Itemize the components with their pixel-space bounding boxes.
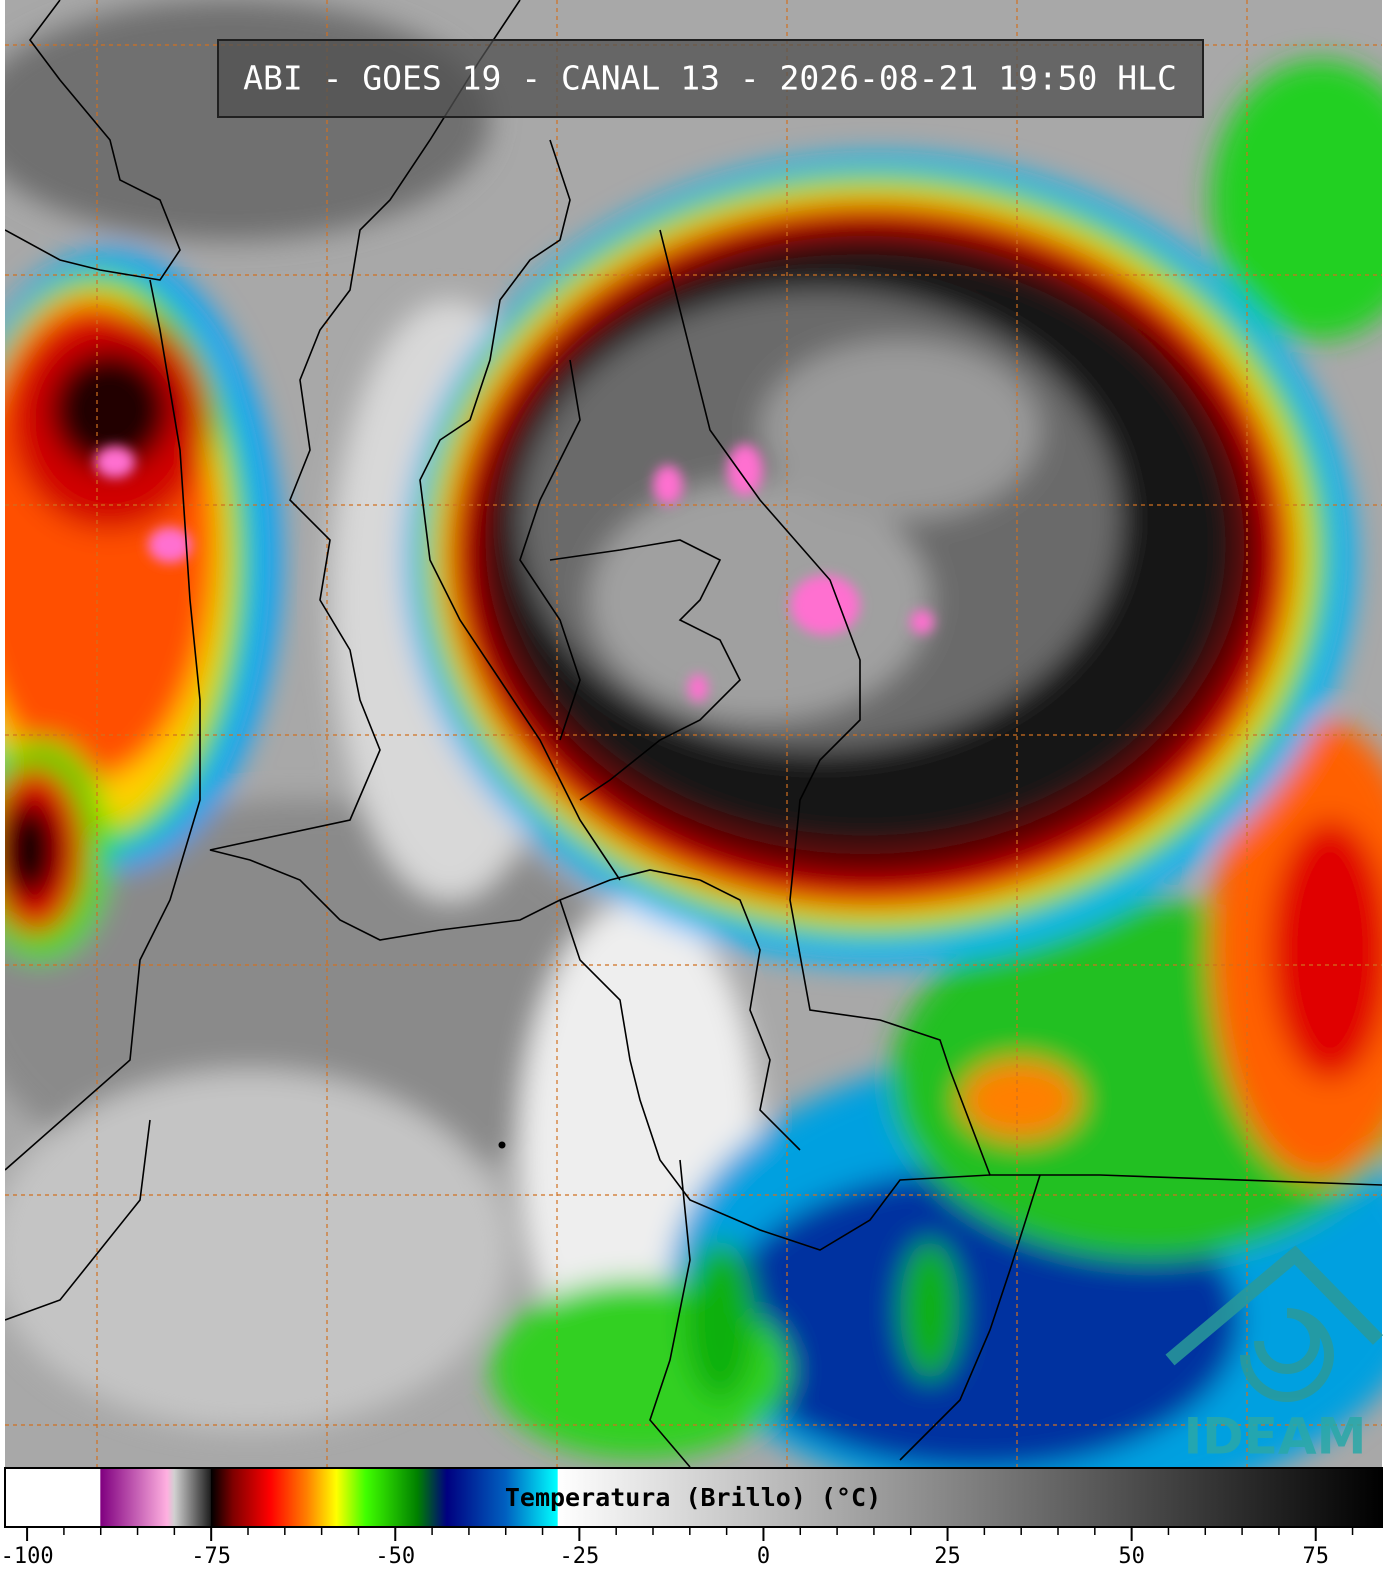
tick-label: 0 (757, 1544, 770, 1569)
tick-label: 75 (1302, 1544, 1329, 1569)
title: ABI - GOES 19 - CANAL 13 - 2026-08-21 19… (243, 59, 1177, 98)
tick-label: 50 (1118, 1544, 1145, 1569)
tick-label: -100 (1, 1544, 54, 1569)
colorbar-label: Temperatura (Brillo) (°C) (505, 1483, 881, 1512)
title-box (217, 39, 1204, 118)
tick-label: -50 (375, 1544, 415, 1569)
logo-text: IDEAM (1184, 1408, 1367, 1466)
satellite-image (5, 0, 1382, 1467)
borders (5, 0, 1382, 1467)
tick-label: -75 (191, 1544, 231, 1569)
tick-label: -25 (559, 1544, 599, 1569)
logo (1165, 1245, 1384, 1402)
tick-label: 25 (934, 1544, 961, 1569)
colorbar (4, 1467, 1383, 1528)
